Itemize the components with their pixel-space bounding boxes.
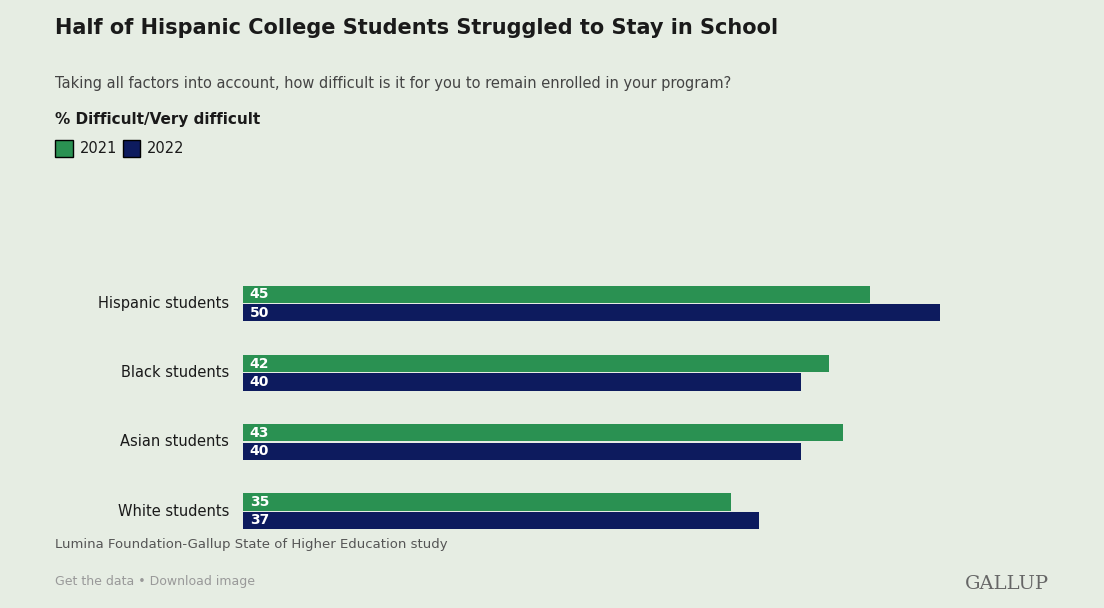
- Text: % Difficult/Very difficult: % Difficult/Very difficult: [55, 112, 261, 128]
- Text: 50: 50: [250, 306, 269, 320]
- Text: Get the data • Download image: Get the data • Download image: [55, 575, 255, 587]
- Text: 37: 37: [250, 513, 269, 527]
- Text: 2022: 2022: [147, 142, 184, 156]
- Bar: [243, 494, 731, 511]
- Text: 45: 45: [250, 288, 269, 302]
- Text: 40: 40: [250, 375, 269, 389]
- Bar: [243, 286, 870, 303]
- Bar: [243, 512, 758, 529]
- Text: Hispanic students: Hispanic students: [98, 296, 229, 311]
- Bar: [243, 373, 800, 390]
- Bar: [243, 443, 800, 460]
- Text: Half of Hispanic College Students Struggled to Stay in School: Half of Hispanic College Students Strugg…: [55, 18, 778, 38]
- Text: 42: 42: [250, 356, 269, 370]
- Text: Taking all factors into account, how difficult is it for you to remain enrolled : Taking all factors into account, how dif…: [55, 76, 732, 91]
- Bar: [243, 304, 941, 321]
- Text: GALLUP: GALLUP: [965, 575, 1049, 593]
- Text: 40: 40: [250, 444, 269, 458]
- Text: Lumina Foundation-Gallup State of Higher Education study: Lumina Foundation-Gallup State of Higher…: [55, 538, 448, 551]
- Text: White students: White students: [117, 503, 229, 519]
- Text: Asian students: Asian students: [120, 435, 229, 449]
- Text: 2021: 2021: [79, 142, 117, 156]
- Text: 35: 35: [250, 495, 269, 509]
- Text: Black students: Black students: [120, 365, 229, 380]
- Bar: [243, 355, 829, 372]
- Text: 43: 43: [250, 426, 269, 440]
- Bar: [243, 424, 842, 441]
